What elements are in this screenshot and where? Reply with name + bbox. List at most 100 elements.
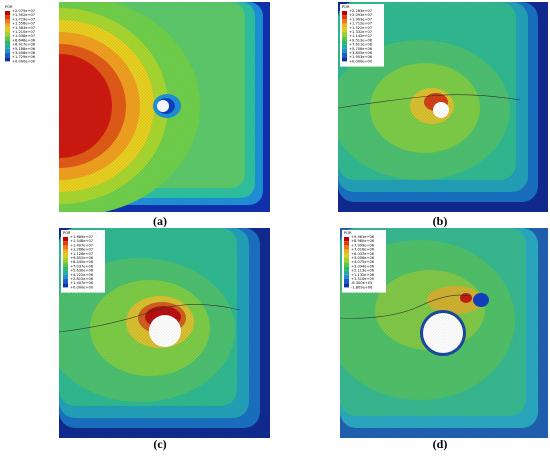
legend-swatch (342, 36, 347, 41)
legend-value: +1.383e+07 (12, 26, 35, 30)
legend-swatch (342, 40, 347, 45)
legend-value: -1.809e+06 (351, 285, 373, 289)
legend-swatch (63, 274, 68, 279)
legend-swatch (342, 32, 347, 37)
legend-swatch (5, 19, 10, 24)
legend-swatch (342, 48, 347, 53)
legend-swatch (342, 15, 347, 20)
legend-swatch (5, 44, 10, 49)
legend-value: +1.510e+05 (351, 277, 374, 281)
panel-label: (d) (433, 437, 448, 451)
legend-value: +1.210e+07 (12, 30, 35, 34)
legend-value: +1.903e+07 (349, 17, 372, 21)
legend-swatch (5, 48, 10, 53)
legend-swatch (5, 53, 10, 58)
legend-swatch (63, 283, 68, 288)
legend-swatch (63, 258, 68, 263)
legend-swatch (344, 274, 349, 279)
legend-title: POR (344, 231, 352, 235)
legend-swatch (344, 283, 349, 288)
legend-value: +0.000e+00 (70, 285, 94, 289)
legend-swatch (5, 23, 10, 28)
legend-swatch (342, 53, 347, 58)
legend-value: +7.037e+06 (70, 264, 94, 268)
legend-swatch (63, 266, 68, 271)
legend-value: +3.458e+06 (12, 51, 36, 55)
legend-value: +1.729e+07 (12, 17, 35, 21)
legend-swatch (342, 11, 347, 16)
legends: POR+2.075e+07+1.902e+07+1.729e+07+1.556e… (3, 4, 386, 293)
legend-value: +7.999e+06 (351, 243, 375, 247)
legend-swatch (63, 249, 68, 254)
legend-value: +3.805e+06 (349, 51, 373, 55)
legend-value: +9.513e+06 (349, 38, 373, 42)
legend-value: +1.712e+07 (349, 22, 372, 26)
legend-value: +7.018e+06 (351, 248, 375, 252)
legend-swatch (5, 11, 10, 16)
legend-value: -8.300e+05 (351, 281, 372, 285)
legend-value: +5.708e+06 (349, 47, 373, 51)
legend-value: +6.037e+06 (351, 252, 375, 256)
legend-value: +8.646e+06 (12, 38, 36, 42)
legend-box (342, 230, 386, 293)
legend-swatch (5, 27, 10, 32)
captions: (a) (b) (c) (d) (153, 214, 447, 451)
legend-swatch (344, 262, 349, 267)
legend-swatch (342, 27, 347, 32)
legend-value: +1.407e+07 (70, 243, 93, 247)
legend-value: +5.056e+06 (351, 256, 375, 260)
legend-swatch (5, 57, 10, 62)
legend-value: +5.188e+06 (12, 47, 36, 51)
legend-box (340, 4, 384, 67)
legend-swatch (342, 19, 347, 24)
panel-label: (a) (153, 214, 167, 228)
legend-value: +9.961e+06 (351, 235, 375, 239)
legend-swatch (5, 15, 10, 20)
legend-value: +8.445e+06 (70, 260, 94, 264)
legend-value: +4.075e+06 (351, 260, 375, 264)
legend-title: POR (63, 231, 71, 235)
legend-swatch (344, 279, 349, 284)
legend-swatch (344, 249, 349, 254)
legend-value: +1.522e+07 (349, 26, 372, 30)
legend-swatch (344, 241, 349, 246)
legend-value: +1.548e+07 (70, 239, 93, 243)
legend-value: +1.407e+06 (70, 281, 94, 285)
legend-value: +2.815e+06 (70, 277, 94, 281)
legend-swatch (344, 270, 349, 275)
legend-value: +9.852e+06 (70, 256, 94, 260)
legend-swatch (344, 258, 349, 263)
legend-swatch (63, 270, 68, 275)
legend-box (3, 4, 47, 67)
legend-value: +1.142e+07 (349, 34, 372, 38)
legend-swatch (63, 241, 68, 246)
legend-box (61, 230, 105, 293)
legend-swatch (342, 23, 347, 28)
legend-swatch (5, 36, 10, 41)
legend-value: +1.902e+07 (12, 13, 35, 17)
legend-swatch (342, 44, 347, 49)
legend-value: +1.556e+07 (12, 22, 35, 26)
legend-swatch (344, 237, 349, 242)
legend-value: +6.917e+06 (12, 43, 36, 47)
contour-plot-c (59, 228, 270, 438)
legend-value: +1.266e+07 (70, 248, 93, 252)
legend-value: +1.332e+07 (349, 30, 372, 34)
legend-value: +5.630e+06 (70, 269, 94, 273)
legend-value: +1.903e+06 (349, 55, 373, 59)
legend-title: POR (5, 5, 13, 9)
legend-value: +0.000e+00 (12, 59, 36, 63)
legend-value: +8.980e+06 (351, 239, 375, 243)
legend-swatch (63, 237, 68, 242)
legend-swatch (63, 279, 68, 284)
legend-value: +2.283e+07 (349, 9, 372, 13)
legend-swatch (63, 253, 68, 258)
legend-value: +1.729e+06 (12, 55, 36, 59)
panel-label: (c) (153, 437, 166, 451)
legend-swatch (5, 40, 10, 45)
legend-value: +1.126e+07 (70, 252, 93, 256)
legend-value: +1.689e+07 (70, 235, 93, 239)
legend-value: +1.132e+06 (351, 273, 375, 277)
legend-swatch (5, 32, 10, 37)
